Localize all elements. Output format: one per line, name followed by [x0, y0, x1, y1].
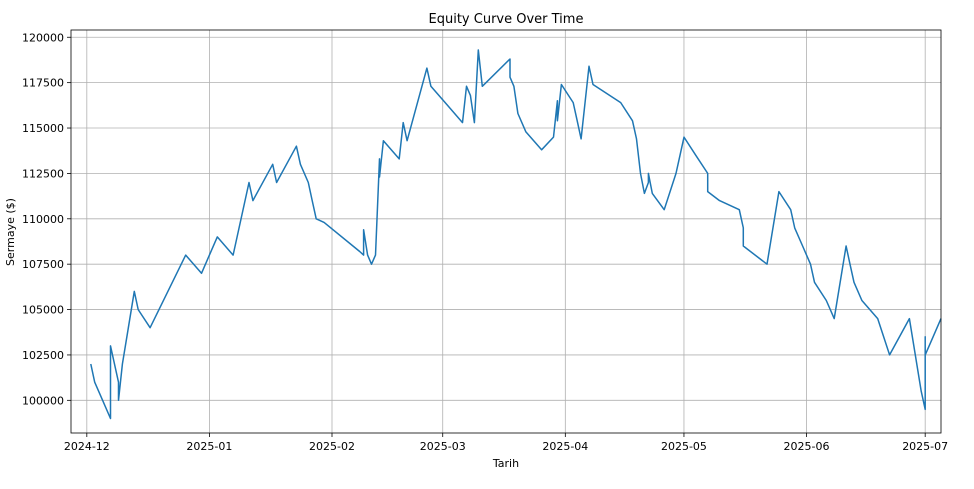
y-tick-label: 120000	[22, 31, 64, 44]
x-tick-label: 2025-05	[661, 440, 707, 453]
series-layer	[90, 49, 942, 420]
y-tick-label: 112500	[22, 167, 64, 180]
x-tick-label: 2025-03	[420, 440, 466, 453]
y-tick-label: 117500	[22, 77, 64, 90]
plot-frame	[70, 29, 942, 434]
chart-title: Equity Curve Over Time	[429, 12, 584, 27]
y-axis: 100000 102500 105000 107500 110000 112500 1150…	[22, 31, 71, 407]
x-tick-label: 2025-02	[309, 440, 355, 453]
x-tick-label: 2024-12	[64, 440, 110, 453]
x-axis-label: Tarih	[492, 457, 519, 470]
x-tick-label: 2025-07	[902, 440, 948, 453]
y-axis-label: Sermaye ($)	[4, 198, 17, 266]
x-tick-label: 2025-04	[542, 440, 588, 453]
equity-series-line	[90, 49, 942, 420]
y-tick-label: 110000	[22, 213, 64, 226]
y-tick-label: 102500	[22, 349, 64, 362]
grid	[71, 30, 941, 433]
x-axis: 2024-12 2025-01 2025-02 2025-03 2025-04 2025-…	[64, 433, 948, 453]
x-tick-label: 2025-01	[186, 440, 232, 453]
y-tick-label: 100000	[22, 394, 64, 407]
y-tick-label: 107500	[22, 258, 64, 271]
x-tick-label: 2025-06	[784, 440, 830, 453]
y-tick-label: 115000	[22, 122, 64, 135]
y-tick-label: 105000	[22, 304, 64, 317]
